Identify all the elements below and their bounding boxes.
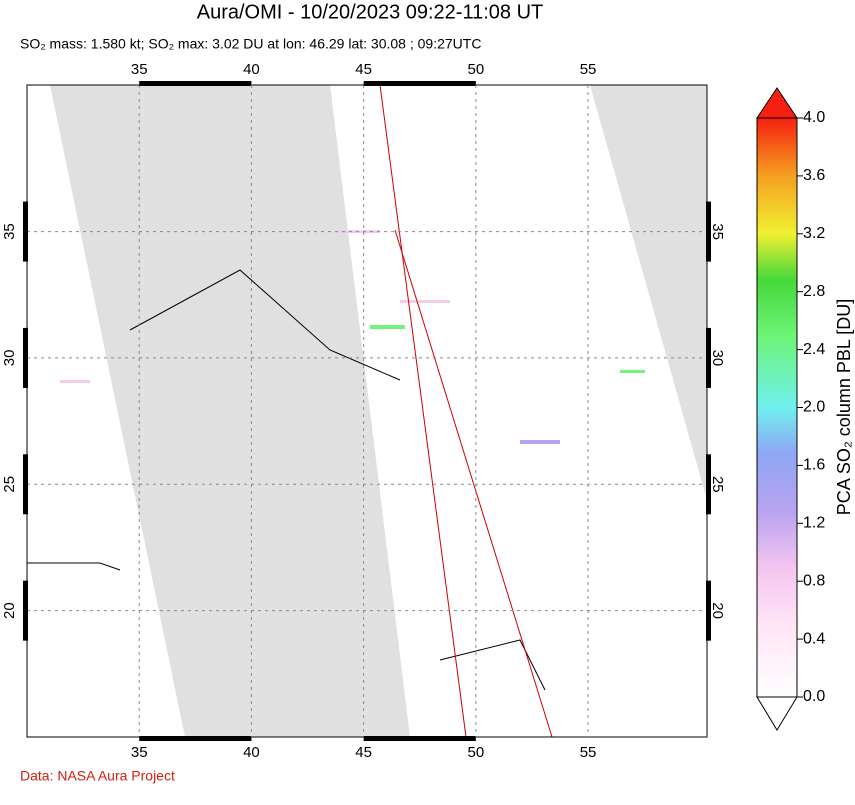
x-tick-label: 40 [243,61,260,78]
credit: Data: NASA Aura Project [20,768,175,784]
frame-bar [706,201,711,262]
border [27,269,546,691]
colorbar-tick-label: 0.0 [803,688,825,705]
x-tick-label: 50 [468,61,485,78]
frame-bar [706,580,711,641]
y-tick-label: 20 [1,602,18,619]
y-tick-label: 35 [1,223,18,240]
colorbar [756,117,798,698]
y-tick-label: 25 [709,476,726,493]
frame-bar [23,580,28,641]
x-tick-label: 45 [355,744,372,761]
y-tick-label: 25 [1,476,18,493]
frame-bar [23,454,28,515]
frame-bar [706,454,711,515]
colorbar-tick-label: 2.4 [803,341,825,358]
x-tick-label: 45 [355,61,372,78]
map [27,85,707,737]
colorbar-tick-label: 2.8 [803,283,825,300]
x-tick-label: 35 [131,744,148,761]
colorbar-extend-min [756,696,798,731]
x-tick-label: 55 [580,744,597,761]
colorbar-tick-label: 3.2 [803,225,825,242]
y-tick-label: 35 [709,223,726,240]
swath-edge [379,85,467,737]
colorbar-tick-label: 2.0 [803,399,825,416]
colorbar-tick-label: 0.8 [803,572,825,589]
so2-streaks [60,230,645,444]
x-tick-label: 35 [131,61,148,78]
frame-bar [23,327,28,388]
colorbar-tick-label: 3.6 [803,167,825,184]
colorbar-tick-label: 4.0 [803,109,825,126]
colorbar-tick-label: 1.6 [803,457,825,474]
subtitle: SO₂ mass: 1.580 kt; SO₂ max: 3.02 DU at … [20,36,481,52]
colorbar-tick-label: 0.4 [803,630,825,647]
x-tick-label: 55 [580,61,597,78]
y-tick-label: 30 [709,350,726,367]
colorbar-tick-label: 1.2 [803,515,825,532]
no-data-swath [590,85,707,500]
swath-edge [394,229,553,737]
y-tick-label: 30 [1,350,18,367]
frame-bar [139,736,252,741]
y-tick-label: 20 [709,602,726,619]
title: Aura/OMI - 10/20/2023 09:22-11:08 UT [197,1,544,23]
frame-bar [23,201,28,262]
frame-bar [706,327,711,388]
x-tick-label: 50 [468,744,485,761]
frame-bar [363,81,476,86]
frame-bar [139,81,252,86]
x-tick-label: 40 [243,744,260,761]
frame-bar [363,736,476,741]
no-data-swath [50,85,410,737]
colorbar-label: PCA SO₂ column PBL [DU] [834,299,854,515]
colorbar-extend-max [756,87,798,119]
